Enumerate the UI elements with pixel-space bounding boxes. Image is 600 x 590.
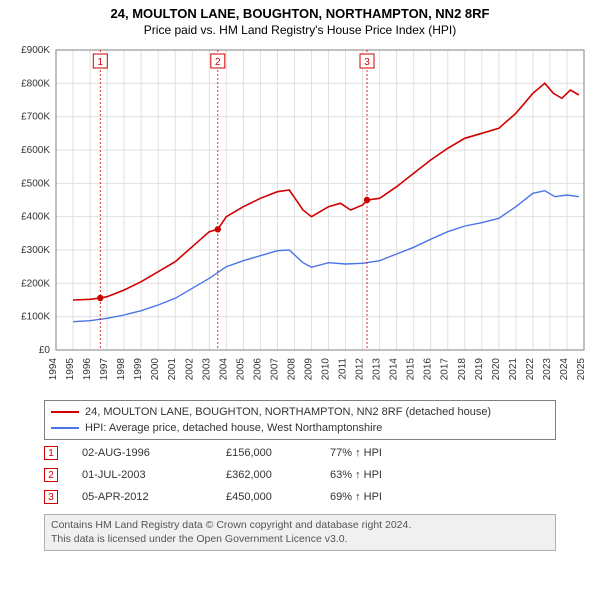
- svg-text:2021: 2021: [508, 358, 519, 381]
- price-chart: £0 £100K £200K £300K £400K £500K £600K £700K £80…: [8, 44, 592, 394]
- svg-text:2000: 2000: [150, 358, 161, 381]
- sale-price: £156,000: [226, 447, 306, 459]
- svg-text:2: 2: [215, 57, 221, 68]
- svg-text:£600K: £600K: [21, 145, 50, 156]
- svg-text:2003: 2003: [201, 358, 212, 381]
- svg-text:£900K: £900K: [21, 45, 50, 56]
- svg-text:1994: 1994: [48, 358, 59, 381]
- footer-line: Contains HM Land Registry data © Crown c…: [51, 519, 549, 533]
- svg-text:1: 1: [98, 57, 104, 68]
- chart-container: 24, MOULTON LANE, BOUGHTON, NORTHAMPTON,…: [0, 0, 600, 590]
- svg-text:£200K: £200K: [21, 278, 50, 289]
- footer-line: This data is licensed under the Open Gov…: [51, 533, 549, 547]
- svg-text:2018: 2018: [457, 358, 468, 381]
- sale-date: 05-APR-2012: [82, 491, 202, 503]
- legend-item: HPI: Average price, detached house, West…: [51, 420, 549, 436]
- svg-text:£300K: £300K: [21, 245, 50, 256]
- sale-price: £450,000: [226, 491, 306, 503]
- svg-text:2001: 2001: [167, 358, 178, 381]
- series-price_paid: [73, 83, 579, 300]
- legend-label: 24, MOULTON LANE, BOUGHTON, NORTHAMPTON,…: [85, 406, 491, 418]
- svg-text:2007: 2007: [269, 358, 280, 381]
- sale-date: 02-AUG-1996: [82, 447, 202, 459]
- svg-text:1996: 1996: [82, 358, 93, 381]
- legend: 24, MOULTON LANE, BOUGHTON, NORTHAMPTON,…: [44, 400, 556, 440]
- svg-text:£700K: £700K: [21, 112, 50, 123]
- svg-text:2025: 2025: [576, 358, 587, 381]
- chart-subtitle: Price paid vs. HM Land Registry's House …: [0, 21, 600, 37]
- svg-text:£800K: £800K: [21, 78, 50, 89]
- table-row: 3 05-APR-2012 £450,000 69% ↑ HPI: [44, 486, 556, 508]
- sale-hpi-pct: 63% ↑ HPI: [330, 469, 450, 481]
- svg-text:2011: 2011: [338, 358, 349, 380]
- svg-text:2016: 2016: [423, 358, 434, 381]
- svg-text:£500K: £500K: [21, 178, 50, 189]
- svg-text:2015: 2015: [406, 358, 417, 381]
- svg-text:3: 3: [364, 57, 370, 68]
- svg-text:2006: 2006: [252, 358, 263, 381]
- legend-swatch: [51, 427, 79, 429]
- svg-text:2014: 2014: [389, 358, 400, 381]
- svg-text:2012: 2012: [355, 358, 366, 381]
- sale-hpi-pct: 77% ↑ HPI: [330, 447, 450, 459]
- sales-table: 1 02-AUG-1996 £156,000 77% ↑ HPI 2 01-JU…: [44, 442, 556, 508]
- svg-text:1998: 1998: [116, 358, 127, 381]
- svg-text:£400K: £400K: [21, 212, 50, 223]
- svg-text:2022: 2022: [525, 358, 536, 381]
- svg-text:£100K: £100K: [21, 312, 50, 323]
- svg-text:1997: 1997: [99, 358, 110, 381]
- table-row: 1 02-AUG-1996 £156,000 77% ↑ HPI: [44, 442, 556, 464]
- svg-text:2009: 2009: [303, 358, 314, 381]
- svg-text:2017: 2017: [440, 358, 451, 381]
- legend-swatch: [51, 411, 79, 413]
- chart-title: 24, MOULTON LANE, BOUGHTON, NORTHAMPTON,…: [0, 0, 600, 21]
- attribution-footer: Contains HM Land Registry data © Crown c…: [44, 514, 556, 551]
- svg-text:2002: 2002: [184, 358, 195, 381]
- legend-item: 24, MOULTON LANE, BOUGHTON, NORTHAMPTON,…: [51, 404, 549, 420]
- svg-text:2013: 2013: [372, 358, 383, 381]
- sale-marker-icon: 1: [44, 446, 58, 460]
- legend-label: HPI: Average price, detached house, West…: [85, 422, 382, 434]
- svg-text:2008: 2008: [286, 358, 297, 381]
- svg-text:2005: 2005: [235, 358, 246, 381]
- svg-text:1995: 1995: [65, 358, 76, 381]
- table-row: 2 01-JUL-2003 £362,000 63% ↑ HPI: [44, 464, 556, 486]
- svg-text:2024: 2024: [559, 358, 570, 381]
- sale-date: 01-JUL-2003: [82, 469, 202, 481]
- sale-marker-icon: 2: [44, 468, 58, 482]
- svg-text:2019: 2019: [474, 358, 485, 381]
- sale-marker-icon: 3: [44, 490, 58, 504]
- sale-hpi-pct: 69% ↑ HPI: [330, 491, 450, 503]
- svg-text:2023: 2023: [542, 358, 553, 381]
- svg-text:2010: 2010: [321, 358, 332, 381]
- svg-text:£0: £0: [39, 345, 51, 356]
- sale-price: £362,000: [226, 469, 306, 481]
- series-hpi: [73, 191, 579, 322]
- svg-text:2020: 2020: [491, 358, 502, 381]
- svg-text:1999: 1999: [133, 358, 144, 381]
- svg-text:2004: 2004: [218, 358, 229, 381]
